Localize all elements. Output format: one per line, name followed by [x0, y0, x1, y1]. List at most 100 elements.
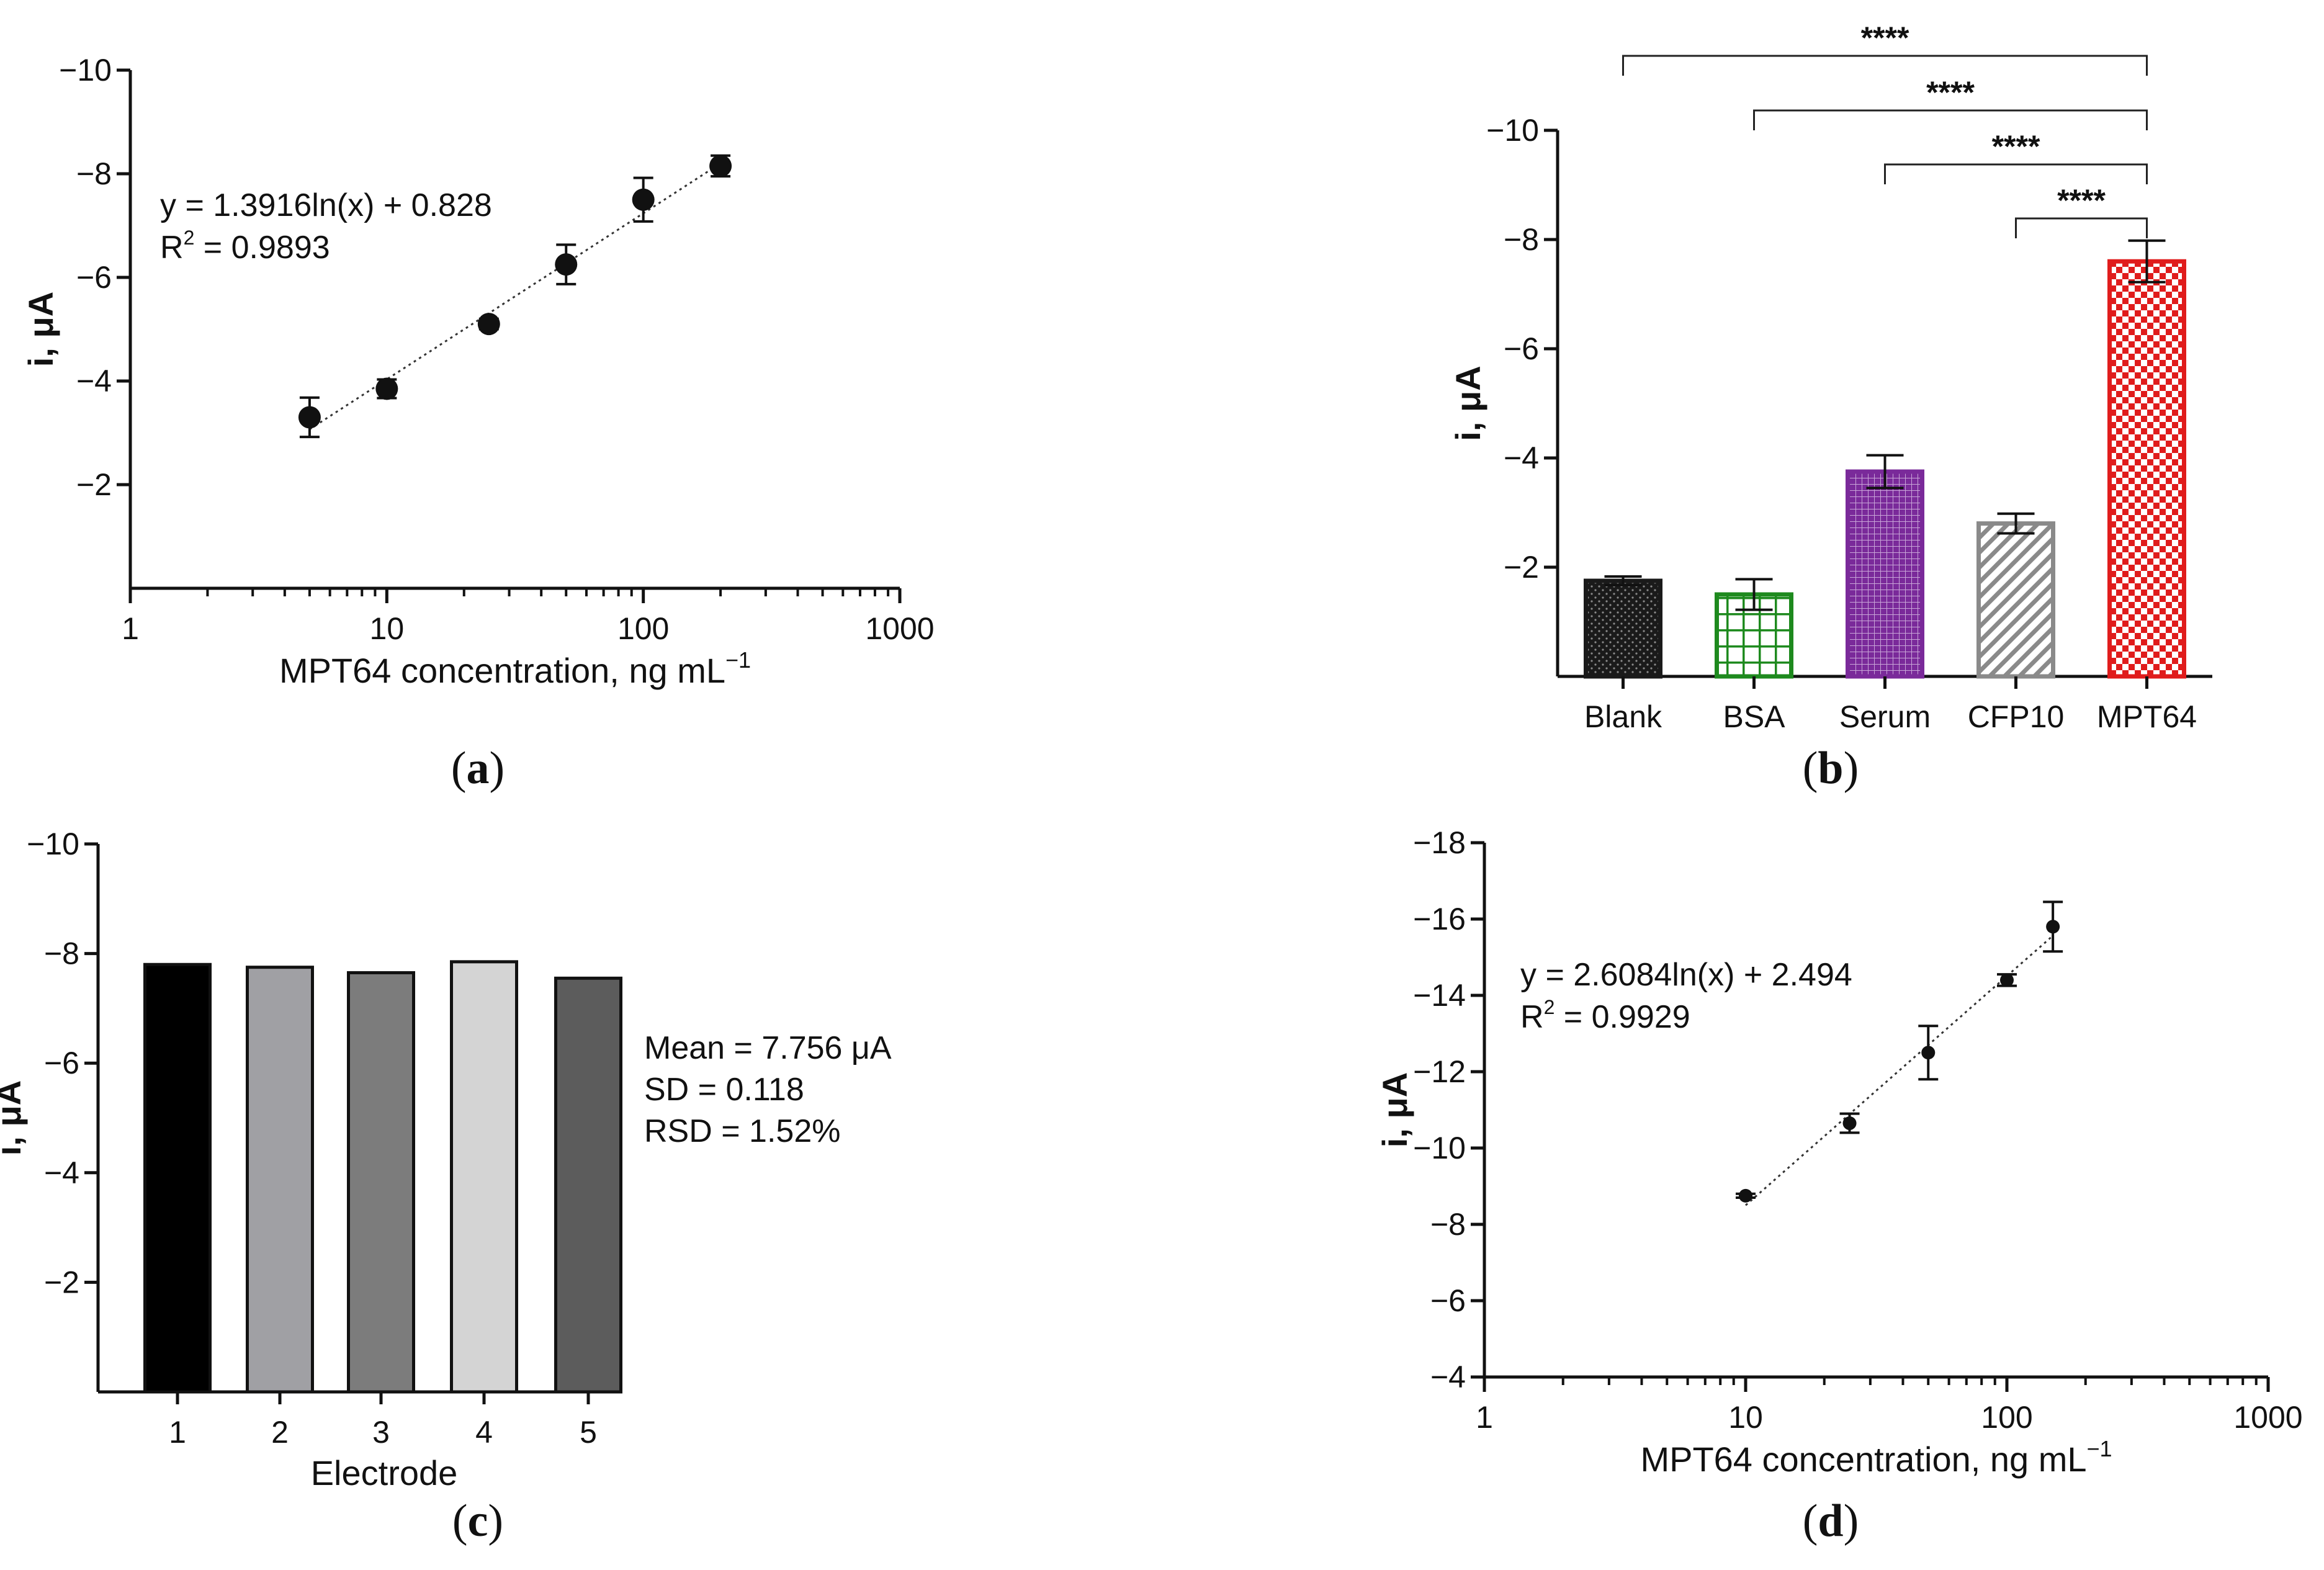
x-tick-label: 4 — [475, 1415, 493, 1450]
r-letter: R — [160, 230, 184, 266]
x-tick-label: 100 — [617, 611, 669, 646]
x-axis-label-superscript: −1 — [725, 647, 751, 673]
x-tick-label: 1000 — [2233, 1400, 2302, 1435]
y-tick-label: −8 — [76, 156, 112, 191]
data-point — [2046, 920, 2060, 934]
bar-electrode-4 — [450, 960, 518, 1394]
panel-label-paren: ( — [1803, 743, 1818, 794]
panel-label-d: (d) — [1803, 1496, 1859, 1546]
y-tick-label: −2 — [76, 467, 112, 502]
data-point — [555, 253, 578, 276]
y-tick-label: −10 — [1486, 113, 1539, 148]
x-tick-label: 10 — [1728, 1400, 1763, 1435]
data-point — [477, 313, 500, 336]
panel-label-c: (c) — [452, 1496, 503, 1546]
r-value: = 0.9893 — [194, 230, 330, 266]
bar-serum — [1846, 469, 1924, 679]
data-point — [375, 377, 398, 400]
x-axis-label: Electrode — [311, 1453, 458, 1492]
x-tick-label: Blank — [1584, 699, 1662, 734]
significance-bracket — [1753, 109, 2148, 130]
panel-c: −2 −4 −6 −8 −10 i, μA 1 2 3 4 5 Electrode Mean = 7.7… — [0, 827, 892, 1546]
data-point — [298, 406, 321, 429]
panel-label-b: (b) — [1803, 743, 1859, 794]
x-tick-label: 2 — [271, 1415, 289, 1450]
y-tick-label: −6 — [44, 1046, 79, 1080]
y-tick-label: −16 — [1413, 902, 1466, 936]
data-point — [1739, 1188, 1752, 1203]
r-value: = 0.9929 — [1555, 999, 1690, 1035]
x-tick-label: MPT64 — [2097, 699, 2197, 734]
x-tick-label: 1 — [122, 611, 139, 646]
x-axis-label-text: MPT64 concentration, ng mL — [1640, 1440, 2086, 1479]
significance-bracket — [1622, 55, 2148, 76]
x-tick-label: 100 — [1981, 1400, 2032, 1435]
panel-label-paren: ( — [1803, 1496, 1818, 1546]
x-axis-label-superscript: −1 — [2086, 1436, 2112, 1461]
panel-label-paren: ) — [1844, 743, 1859, 794]
y-tick-label: −10 — [27, 827, 79, 861]
y-tick-label: −10 — [59, 53, 112, 87]
stats-annotation: Mean = 7.756 μA — [644, 1030, 892, 1066]
y-tick-label: −8 — [44, 936, 79, 971]
stats-annotation: RSD = 1.52% — [644, 1113, 841, 1149]
x-tick-label: 1000 — [865, 611, 934, 646]
x-axis-label: MPT64 concentration, ng mL−1 — [279, 647, 751, 690]
y-axis-label: i, μA — [1375, 1072, 1414, 1147]
panel-label-letter: a — [467, 743, 490, 794]
fit-equation: y = 1.3916ln(x) + 0.828 — [160, 187, 492, 223]
fit-r-squared: R2 = 0.9893 — [160, 227, 330, 266]
x-tick-label: 3 — [372, 1415, 390, 1450]
y-tick-label: −8 — [1504, 222, 1539, 257]
bar-electrode-2 — [246, 966, 314, 1394]
panel-label-paren: ) — [488, 1496, 503, 1546]
y-tick-label: −6 — [1430, 1283, 1466, 1318]
r-letter: R — [1520, 999, 1544, 1035]
x-tick-label: BSA — [1723, 699, 1785, 734]
y-tick-label: −4 — [76, 364, 112, 398]
x-tick-label: 1 — [1476, 1400, 1493, 1435]
y-tick-label: −14 — [1413, 978, 1466, 1013]
y-axis-label: i, μA — [0, 1080, 28, 1155]
panel-label-a: (a) — [451, 743, 505, 794]
panel-label-letter: b — [1818, 743, 1843, 794]
bar-electrode-5 — [554, 976, 622, 1394]
r-superscript: 2 — [184, 227, 195, 249]
y-tick-label: −4 — [44, 1155, 79, 1190]
x-tick-label: 10 — [370, 611, 405, 646]
bar-electrode-3 — [347, 971, 415, 1394]
fit-equation: y = 2.6084ln(x) + 2.494 — [1520, 957, 1852, 993]
y-tick-label: −4 — [1430, 1360, 1466, 1394]
x-axis-label: MPT64 concentration, ng mL−1 — [1640, 1436, 2112, 1479]
y-axis-label: i, μA — [21, 292, 60, 367]
bar-mpt64 — [2107, 259, 2186, 679]
panel-label-paren: ) — [1844, 1496, 1859, 1546]
fit-r-squared: R2 = 0.9929 — [1520, 996, 1690, 1035]
y-tick-label: −4 — [1504, 441, 1539, 475]
data-point — [2000, 973, 2014, 987]
y-tick-label: −2 — [1504, 550, 1539, 585]
data-point — [709, 155, 732, 177]
significance-bracket — [1884, 163, 2148, 184]
y-tick-label: −2 — [44, 1265, 79, 1299]
bar-cfp10 — [1976, 521, 2055, 679]
y-axis-label: i, μA — [1448, 366, 1487, 441]
x-tick-label: CFP10 — [1968, 699, 2065, 734]
y-tick-label: −12 — [1413, 1054, 1466, 1089]
y-tick-label: −6 — [76, 260, 112, 295]
y-tick-label: −8 — [1430, 1207, 1466, 1242]
panel-b: −2 −4 −6 −8 −10 i, μA Blank BSA Serum CFP10 MPT64 *… — [1448, 20, 2212, 794]
x-tick-label: 5 — [580, 1415, 597, 1450]
bar-electrode-1 — [143, 962, 212, 1394]
x-axis-label-text: MPT64 concentration, ng mL — [279, 651, 725, 690]
panel-label-letter: c — [468, 1496, 488, 1546]
significance-stars: **** — [1926, 75, 1975, 110]
y-tick-label: −18 — [1413, 825, 1466, 860]
x-tick-label: 1 — [169, 1415, 186, 1450]
stats-annotation: SD = 0.118 — [644, 1072, 804, 1108]
panel-a: −2 −4 −6 −8 −10 i, μA 1 10 100 1000 MPT64 concentr… — [21, 53, 935, 794]
significance-stars: **** — [2057, 183, 2106, 218]
panel-d: −4−6−8−10−12−14−16−18i, μA1 10 100 1000MPT6… — [1375, 825, 2303, 1546]
x-tick-label: Serum — [1839, 699, 1931, 734]
